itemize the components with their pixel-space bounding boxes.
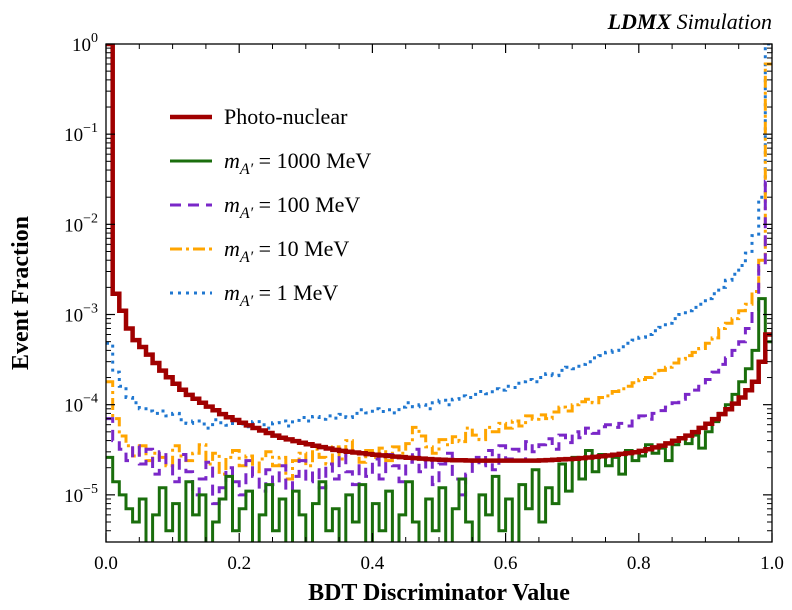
y-tick-exponent: −1 — [83, 121, 98, 136]
legend-symbol: m — [224, 236, 240, 261]
series-layer — [106, 44, 772, 558]
series-line-3 — [106, 64, 772, 479]
y-tick-label: 10−2 — [64, 211, 98, 236]
y-axis-title: Event Fraction — [8, 216, 34, 370]
x-tick-label: 0.2 — [227, 553, 251, 574]
series-line-1 — [106, 299, 772, 558]
x-tick-label: 0.0 — [94, 553, 118, 574]
x-tick-label: 0.8 — [627, 553, 651, 574]
legend-subscript: A′ — [239, 161, 254, 178]
legend-item-1: mA′ = 1000 MeV — [170, 148, 371, 178]
simulation-annotation: LDMX Simulation — [607, 9, 772, 34]
legend-value: = 1 MeV — [253, 280, 338, 305]
legend-label: mA′ = 1000 MeV — [224, 148, 371, 178]
x-tick-label: 1.0 — [760, 553, 784, 574]
y-tick-base: 10 — [64, 306, 83, 327]
legend-label: Photo-nuclear — [224, 104, 348, 129]
legend-item-3: mA′ = 10 MeV — [170, 236, 349, 266]
x-tick-label: 0.4 — [361, 553, 385, 574]
series-line-0 — [106, 44, 772, 461]
y-tick-base: 10 — [64, 486, 83, 507]
y-tick-base: 10 — [64, 396, 83, 417]
y-tick-label: 100 — [72, 31, 98, 56]
x-tick-label: 0.6 — [494, 553, 518, 574]
y-tick-base: 10 — [64, 125, 83, 146]
legend-item-0: Photo-nuclear — [170, 104, 348, 129]
x-axis-title: BDT Discriminator Value — [308, 580, 570, 606]
y-tick-label: 10−5 — [64, 482, 98, 507]
y-tick-label: 10−4 — [64, 392, 98, 417]
legend-value: = 10 MeV — [253, 236, 349, 261]
y-tick-exponent: −4 — [83, 392, 98, 407]
y-tick-label: 10−3 — [64, 302, 98, 327]
y-tick-exponent: 0 — [91, 31, 98, 46]
legend-symbol: m — [224, 148, 240, 173]
y-tick-exponent: −5 — [83, 482, 98, 497]
legend-subscript: A′ — [239, 249, 254, 266]
ticks-layer: 0.0 0.2 0.4 0.6 0.8 1.010−510−410−310−210−110… — [64, 31, 784, 574]
legend-label: mA′ = 100 MeV — [224, 192, 360, 222]
series-line-4 — [106, 44, 772, 428]
legend-symbol: m — [224, 192, 240, 217]
legend-value: = 100 MeV — [253, 192, 360, 217]
legend-subscript: A′ — [239, 205, 254, 222]
y-tick-base: 10 — [72, 35, 91, 56]
legend-item-2: mA′ = 100 MeV — [170, 192, 360, 222]
legend-value: = 1000 MeV — [253, 148, 371, 173]
legend-label: mA′ = 1 MeV — [224, 280, 338, 310]
legend-item-4: mA′ = 1 MeV — [170, 280, 338, 310]
y-tick-label: 10−1 — [64, 121, 98, 146]
legend-subscript: A′ — [239, 293, 254, 310]
legend-label: mA′ = 10 MeV — [224, 236, 349, 266]
y-tick-exponent: −3 — [83, 302, 98, 317]
annotation-rest: Simulation — [671, 9, 772, 34]
annotation-bold: LDMX — [607, 9, 673, 34]
y-tick-exponent: −2 — [83, 211, 98, 226]
y-tick-base: 10 — [64, 215, 83, 236]
legend-symbol: m — [224, 280, 240, 305]
